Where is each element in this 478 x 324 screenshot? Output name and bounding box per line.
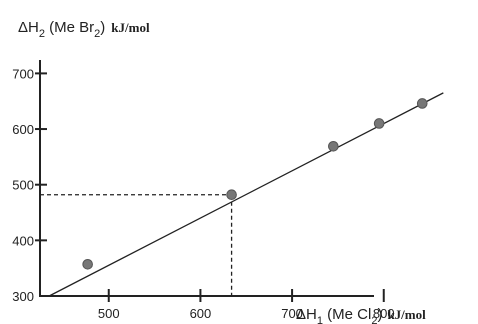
y-axis-title-close: ) bbox=[100, 19, 105, 36]
y-tick-label-700: 700 bbox=[12, 66, 34, 81]
y-tick-label-400: 400 bbox=[12, 233, 34, 248]
data-point bbox=[226, 189, 237, 201]
y-tick-label-600: 600 bbox=[12, 122, 34, 137]
x-axis-title-close: ) bbox=[377, 306, 382, 323]
axes bbox=[39, 60, 374, 297]
x-axis-title: ΔH1 (Me Cl2) kJ/mol bbox=[296, 306, 426, 324]
y-axis-title-body: (Me Br bbox=[45, 19, 94, 36]
y-tick-label-300: 300 bbox=[12, 289, 34, 304]
data-point bbox=[328, 140, 339, 152]
y-axis-title-prefix: ΔH bbox=[18, 19, 39, 36]
x-axis-title-prefix: ΔH bbox=[296, 306, 317, 323]
y-axis-unit: kJ/mol bbox=[111, 20, 150, 35]
data-point bbox=[82, 258, 93, 270]
y-ticks: 300 400 500 600 700 bbox=[12, 66, 47, 304]
x-tick-label-500: 500 bbox=[98, 306, 120, 321]
x-tick-label-700: 700 bbox=[281, 306, 303, 321]
x-axis-title-sub: 2 bbox=[371, 315, 377, 324]
x-tick-label-800: 800 bbox=[373, 306, 395, 321]
x-axis-title-index: 1 bbox=[317, 315, 323, 324]
y-axis-title-index: 2 bbox=[39, 28, 45, 40]
data-point bbox=[416, 98, 428, 109]
y-tick-label-500: 500 bbox=[12, 178, 34, 193]
guide-lines bbox=[40, 194, 233, 296]
y-axis-title-sub: 2 bbox=[94, 28, 100, 40]
data-point bbox=[373, 118, 385, 129]
data-points bbox=[82, 98, 428, 270]
y-axis-title: ΔH2 (Me Br2) kJ/mol bbox=[18, 19, 150, 40]
x-axis-title-body: (Me Cl bbox=[323, 306, 371, 323]
x-axis-unit: kJ/mol bbox=[387, 307, 426, 322]
x-ticks: 500 600 700 800 bbox=[98, 289, 395, 321]
x-tick-label-600: 600 bbox=[190, 306, 212, 321]
